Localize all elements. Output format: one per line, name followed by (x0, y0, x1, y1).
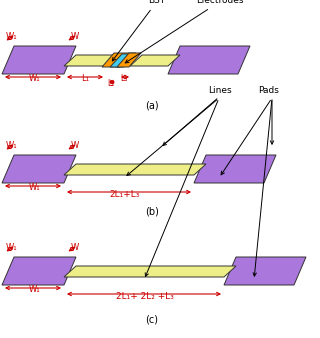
Text: BST: BST (148, 0, 165, 5)
Polygon shape (224, 257, 306, 285)
Text: W₁: W₁ (6, 141, 18, 150)
Text: W₁: W₁ (29, 285, 41, 294)
Text: (c): (c) (145, 314, 158, 324)
Polygon shape (2, 257, 76, 285)
Polygon shape (64, 55, 118, 66)
Text: L₃: L₃ (120, 74, 127, 83)
Text: W₁: W₁ (29, 183, 41, 192)
Polygon shape (130, 55, 180, 66)
Text: (b): (b) (145, 207, 159, 217)
Text: W₁: W₁ (6, 243, 18, 252)
Text: L₂: L₂ (107, 79, 114, 88)
Polygon shape (168, 46, 250, 74)
Text: W: W (71, 141, 79, 150)
Text: 2L₁+L₃: 2L₁+L₃ (109, 190, 140, 199)
Text: (a): (a) (145, 100, 159, 110)
Polygon shape (194, 155, 276, 183)
Polygon shape (110, 54, 132, 67)
Text: 2L₁+ 2L₂ +L₃: 2L₁+ 2L₂ +L₃ (116, 292, 174, 301)
Polygon shape (2, 155, 76, 183)
Text: W₁: W₁ (6, 32, 18, 41)
Text: W: W (71, 243, 79, 252)
Polygon shape (102, 53, 136, 67)
Text: W₁: W₁ (29, 74, 41, 83)
Text: L₁: L₁ (81, 74, 89, 83)
Text: Electrodes: Electrodes (196, 0, 244, 5)
Polygon shape (2, 46, 76, 74)
Polygon shape (64, 266, 236, 277)
Polygon shape (64, 164, 206, 175)
Text: Lines: Lines (208, 86, 232, 95)
Text: Pads: Pads (258, 86, 279, 95)
Text: W: W (71, 32, 79, 41)
Polygon shape (117, 53, 141, 67)
